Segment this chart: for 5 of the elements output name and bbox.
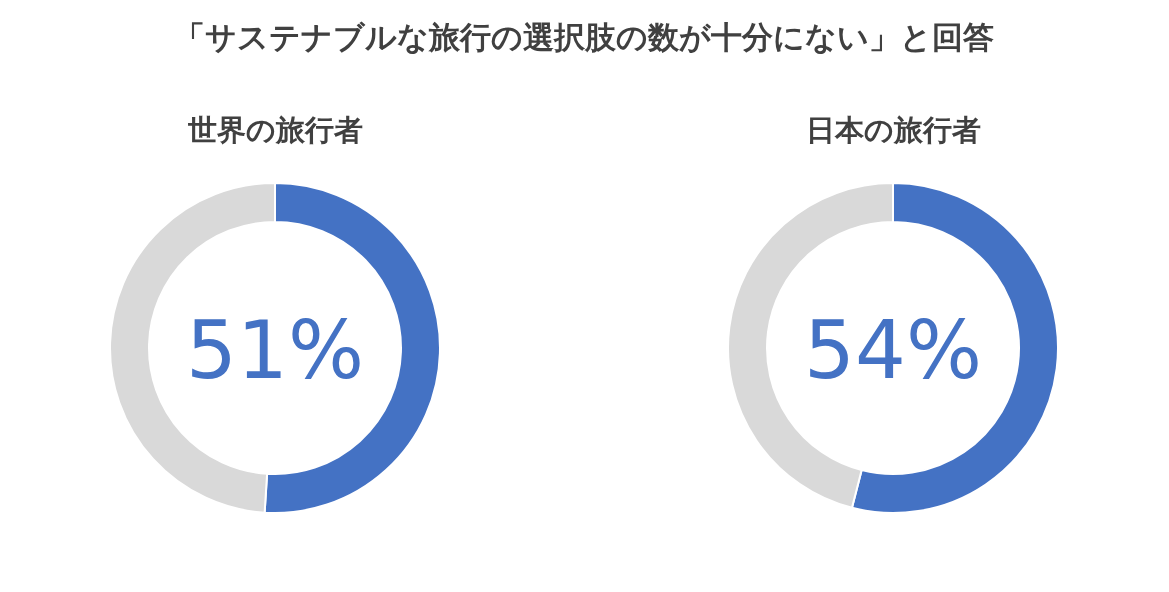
- chart-subtitle: 日本の旅行者: [805, 113, 981, 147]
- text: 「サステナブルな旅行の選択肢の数が十分にない」と回答: [174, 19, 994, 55]
- data-label: 51%: [186, 304, 364, 397]
- chart-subtitle: 世界の旅行者: [186, 113, 363, 147]
- data-label: 54%: [804, 304, 982, 397]
